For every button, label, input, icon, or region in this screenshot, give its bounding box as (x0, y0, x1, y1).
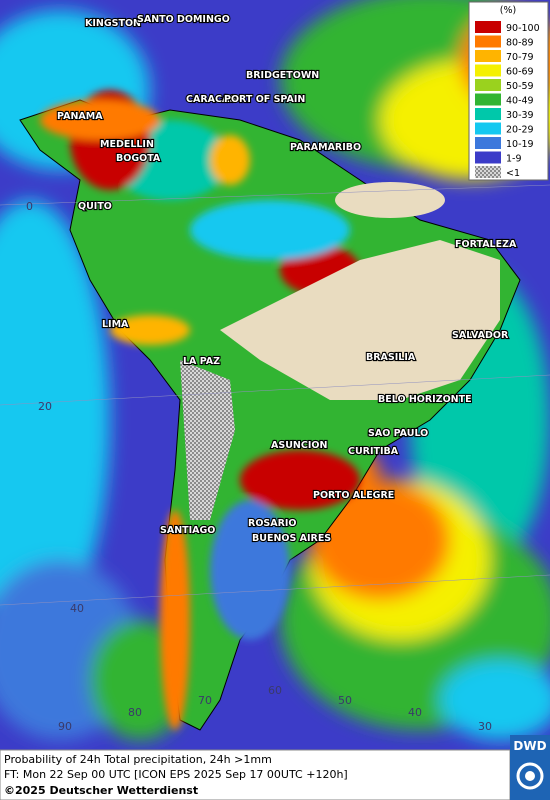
legend-swatch (475, 64, 501, 77)
legend-swatch (475, 93, 501, 106)
legend-label: 80-89 (506, 38, 534, 49)
legend-swatch (475, 50, 501, 62)
legend-swatch (475, 122, 501, 135)
legend-swatch (475, 35, 501, 48)
graticule (0, 184, 550, 606)
legend-label: 30-39 (506, 110, 534, 121)
city-label: BRASILIA (366, 352, 416, 363)
footer-line: Probability of 24h Total precipitation, … (4, 753, 272, 766)
city-label: PANAMA (57, 111, 103, 122)
grid-label: 60 (268, 684, 282, 697)
continent (19, 90, 521, 731)
city-label: SAO PAULO (368, 428, 428, 439)
footer: Probability of 24h Total precipitation, … (0, 735, 550, 800)
legend-label: 1-9 (506, 154, 522, 165)
city-label: BUENOS AIRES (252, 533, 331, 544)
grid-label: 80 (128, 706, 142, 719)
legend-title: (%) (500, 5, 516, 16)
legend: (%) 90-100 80-89 70-79 60-69 50-59 40-49 30-39… (468, 1, 549, 181)
copyright: ©2025 Deutscher Wetterdienst (4, 784, 198, 797)
legend-swatch (475, 166, 501, 178)
legend-swatch (475, 151, 501, 164)
logo: DWD (513, 739, 546, 753)
city-label: ROSARIO (248, 518, 297, 529)
city-label: BELO HORIZONTE (378, 394, 472, 405)
legend-swatch (475, 21, 501, 33)
city-label: FORTALEZA (455, 239, 517, 250)
city-label: SANTIAGO (160, 525, 215, 536)
city-label: PORT OF SPAIN (224, 94, 305, 105)
city-label: CARACAS (186, 94, 236, 105)
grid-label: 40 (70, 602, 84, 615)
legend-label: <1 (506, 168, 520, 179)
footer-line: FT: Mon 22 Sep 00 UTC [ICON EPS 2025 Sep… (4, 768, 348, 781)
grid-label: 50 (338, 694, 352, 707)
city-label: PORTO ALEGRE (313, 490, 394, 501)
city-label: PARAMARIBO (290, 142, 361, 153)
city-label: SALVADOR (452, 330, 509, 341)
grid-label: 20 (38, 400, 52, 413)
city-label: BRIDGETOWN (246, 70, 319, 81)
legend-label: 20-29 (506, 125, 534, 136)
city-label: KINGSTON (85, 18, 141, 29)
grid-label: 40 (408, 706, 422, 719)
grid-label: 30 (478, 720, 492, 733)
legend-label: 60-69 (506, 67, 534, 78)
grid-label: 0 (26, 200, 33, 213)
legend-label: 90-100 (506, 23, 540, 34)
legend-swatch (475, 79, 501, 91)
legend-swatch (475, 108, 501, 120)
city-label: SANTO DOMINGO (137, 14, 230, 25)
grid-label: 70 (198, 694, 212, 707)
legend-label: 10-19 (506, 139, 534, 150)
city-label: CURITIBA (348, 446, 399, 457)
city-label: ASUNCION (271, 440, 327, 451)
legend-label: 70-79 (506, 52, 534, 63)
city-label: LIMA (102, 319, 129, 330)
legend-swatch (475, 137, 501, 149)
legend-label: 40-49 (506, 96, 534, 107)
city-label: BOGOTA (116, 153, 161, 164)
legend-label: 50-59 (506, 81, 534, 92)
grid-label: 90 (58, 720, 72, 733)
city-label: LA PAZ (183, 356, 220, 367)
city-label: MEDELLIN (100, 139, 154, 150)
city-label: QUITO (78, 201, 112, 212)
